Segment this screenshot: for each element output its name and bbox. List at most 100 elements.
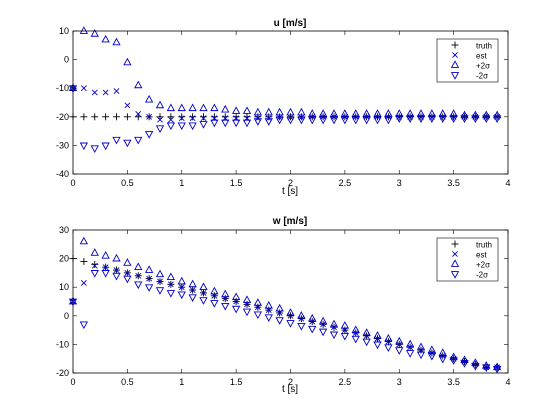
- x-tick-label: 1: [179, 178, 184, 188]
- data-point-minus-2-sigma: [395, 347, 404, 355]
- y-tick-label: -10: [56, 83, 69, 93]
- data-point-plus-2-sigma: [275, 107, 284, 116]
- data-point-truth: [221, 113, 229, 121]
- data-point-plus-2-sigma: [286, 308, 295, 316]
- data-point-est: [167, 116, 174, 123]
- data-point-minus-2-sigma: [471, 115, 480, 123]
- data-point-est: [331, 113, 337, 120]
- x-tick-label: 0.5: [121, 178, 134, 188]
- data-point-est: [374, 335, 381, 342]
- data-point-plus-2-sigma: [231, 292, 241, 301]
- x-tick-label: 1.5: [230, 377, 243, 387]
- x-tick-label: 2.5: [339, 178, 352, 188]
- data-point-est: [374, 113, 381, 120]
- data-point-est: [428, 350, 435, 356]
- data-point-plus-2-sigma: [427, 345, 437, 353]
- legend-marker-est: [452, 52, 458, 58]
- data-point-est: [298, 315, 305, 322]
- data-point-plus-2-sigma: [155, 100, 165, 109]
- data-point-plus-2-sigma: [427, 109, 437, 117]
- data-point-minus-2-sigma: [177, 291, 186, 300]
- data-point-plus-2-sigma: [101, 251, 110, 259]
- data-point-plus-2-sigma: [351, 325, 360, 333]
- data-point-minus-2-sigma: [286, 116, 295, 125]
- subplot-u: u [m/s] t [s] 0 0.5 1 1.5 2 2.5 3 3.5 4 -40 -30 -20…: [56, 18, 511, 197]
- data-point-minus-2-sigma: [492, 365, 502, 374]
- data-point-truth: [91, 260, 99, 268]
- data-point-minus-2-sigma: [308, 325, 317, 334]
- data-point-plus-2-sigma: [90, 248, 99, 256]
- data-point-minus-2-sigma: [286, 320, 295, 328]
- data-point-minus-2-sigma: [373, 116, 382, 125]
- data-point-minus-2-sigma: [482, 364, 491, 373]
- data-point-minus-2-sigma: [231, 305, 241, 314]
- data-point-minus-2-sigma: [297, 322, 306, 331]
- data-point-plus-2-sigma: [155, 269, 165, 278]
- data-point-plus-2-sigma: [405, 109, 415, 117]
- data-point-minus-2-sigma: [351, 116, 360, 125]
- data-point-minus-2-sigma: [329, 331, 339, 340]
- data-point-minus-2-sigma: [123, 275, 132, 284]
- legend-marker-minus-2-sigma: [450, 72, 460, 80]
- y-tick-label: -20: [56, 112, 69, 122]
- data-point-est: [102, 89, 109, 96]
- data-point-est: [254, 115, 261, 122]
- data-point-est: [157, 278, 163, 285]
- data-point-minus-2-sigma: [144, 131, 154, 139]
- data-point-plus-2-sigma: [242, 106, 252, 114]
- plot-frame-u: [72, 30, 509, 175]
- x-tick-label: 3.5: [447, 178, 460, 188]
- data-marks-w: [68, 236, 502, 374]
- data-point-est: [200, 115, 207, 122]
- data-point-minus-2-sigma: [221, 302, 230, 311]
- data-point-minus-2-sigma: [155, 125, 165, 133]
- data-point-est: [352, 113, 359, 120]
- data-point-est: [265, 115, 272, 122]
- legend-item-plus-2-sigma: +2σ: [450, 60, 490, 71]
- data-point-est: [363, 332, 370, 339]
- legend-box-u: [436, 38, 499, 83]
- legend-marker-truth: [451, 41, 459, 49]
- data-point-minus-2-sigma: [460, 115, 469, 123]
- legend-label-truth: truth: [476, 241, 492, 250]
- data-point-plus-2-sigma: [188, 279, 197, 288]
- x-axis-label-u: t [s]: [282, 186, 298, 197]
- data-point-est: [124, 102, 131, 109]
- data-point-plus-2-sigma: [362, 109, 371, 117]
- data-point-minus-2-sigma: [134, 136, 143, 145]
- data-point-est: [135, 272, 142, 279]
- data-point-plus-2-sigma: [297, 107, 306, 116]
- data-point-minus-2-sigma: [112, 136, 121, 145]
- data-point-minus-2-sigma: [210, 300, 219, 308]
- plot-frame-w: [72, 229, 509, 374]
- data-point-minus-2-sigma: [242, 308, 252, 317]
- data-point-minus-2-sigma: [438, 115, 447, 123]
- data-point-minus-2-sigma: [340, 116, 350, 125]
- data-point-plus-2-sigma: [90, 29, 99, 37]
- data-point-plus-2-sigma: [199, 103, 208, 112]
- data-point-plus-2-sigma: [395, 109, 404, 117]
- data-point-minus-2-sigma: [166, 290, 176, 298]
- x-tick-label: 3.5: [447, 377, 460, 387]
- data-point-plus-2-sigma: [166, 103, 176, 112]
- data-point-plus-2-sigma: [373, 109, 382, 117]
- data-point-minus-2-sigma: [188, 122, 197, 131]
- data-point-minus-2-sigma: [460, 360, 469, 368]
- data-point-plus-2-sigma: [199, 282, 208, 291]
- data-point-minus-2-sigma: [416, 115, 426, 123]
- data-point-plus-2-sigma: [460, 110, 469, 119]
- data-point-minus-2-sigma: [264, 118, 273, 126]
- x-tick-label: 0: [70, 178, 75, 188]
- data-point-plus-2-sigma: [188, 103, 197, 112]
- y-tick-label: -30: [56, 140, 69, 150]
- data-point-est: [135, 111, 142, 117]
- legend-label-est: est: [476, 251, 487, 260]
- data-point-minus-2-sigma: [275, 317, 284, 325]
- data-point-plus-2-sigma: [318, 109, 328, 117]
- data-point-minus-2-sigma: [438, 355, 447, 364]
- data-point-plus-2-sigma: [340, 321, 350, 329]
- data-point-est: [309, 113, 316, 120]
- data-point-plus-2-sigma: [242, 295, 252, 303]
- x-tick-label: 4: [505, 377, 510, 387]
- data-point-plus-2-sigma: [449, 352, 458, 361]
